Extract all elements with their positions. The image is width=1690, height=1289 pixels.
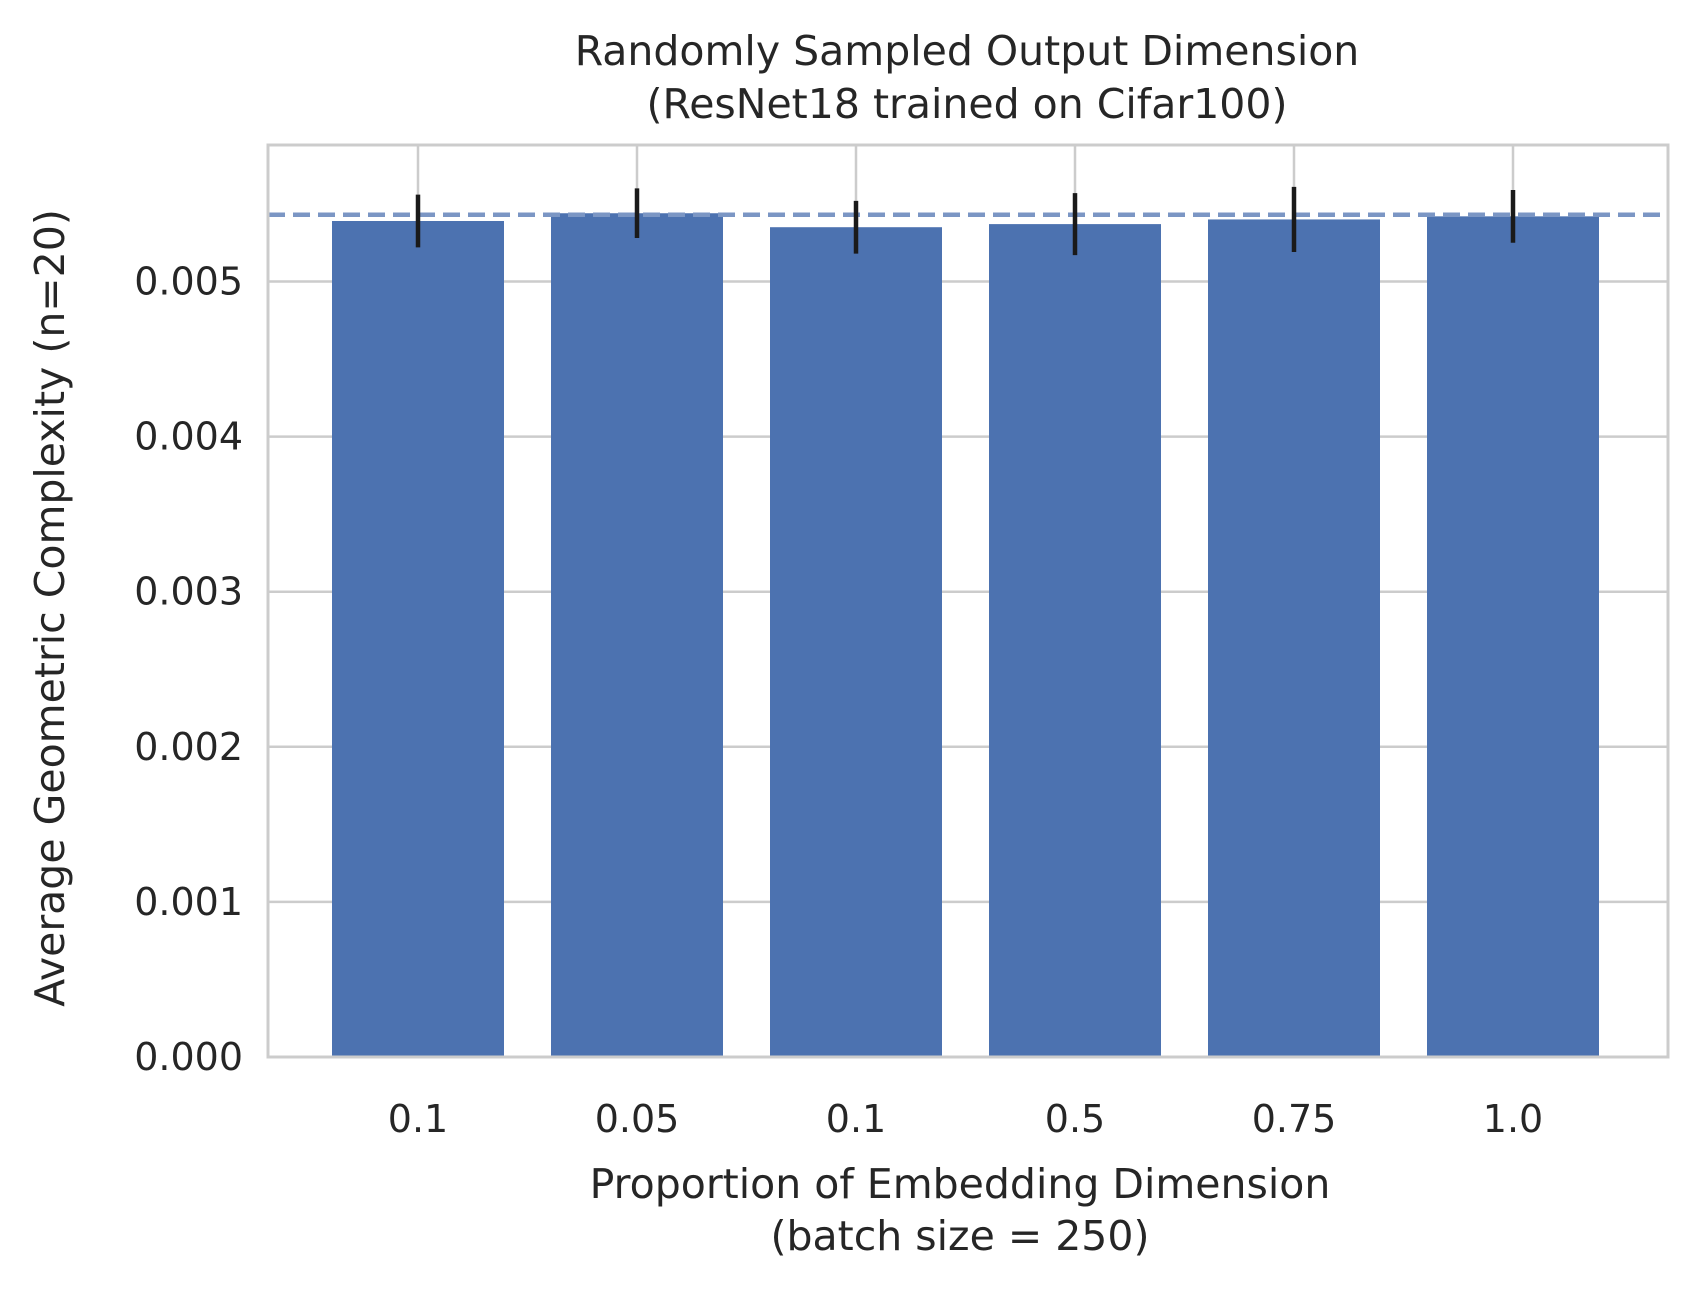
y-tick-label: 0.002 bbox=[134, 725, 243, 769]
x-axis-title-line-2: (batch size = 250) bbox=[771, 1212, 1150, 1260]
x-axis-title-line-1: Proportion of Embedding Dimension bbox=[590, 1160, 1331, 1208]
chart-title-line-1: Randomly Sampled Output Dimension bbox=[575, 27, 1360, 75]
y-tick-labels: 0.000 0.001 0.002 0.003 0.004 0.005 bbox=[134, 259, 243, 1079]
bar bbox=[1208, 219, 1380, 1057]
x-tick-labels: 0.1 0.05 0.1 0.5 0.75 1.0 bbox=[388, 1097, 1543, 1141]
y-tick-label: 0.004 bbox=[134, 415, 243, 459]
chart-title-line-2: (ResNet18 trained on Cifar100) bbox=[647, 80, 1288, 128]
x-tick-label: 1.0 bbox=[1483, 1097, 1543, 1141]
y-tick-label: 0.005 bbox=[134, 259, 243, 303]
bars-layer bbox=[332, 213, 1599, 1058]
y-tick-label: 0.001 bbox=[134, 880, 243, 924]
y-tick-label: 0.000 bbox=[134, 1035, 243, 1079]
x-tick-label: 0.1 bbox=[826, 1097, 886, 1141]
bar bbox=[551, 213, 723, 1058]
x-tick-label: 0.1 bbox=[388, 1097, 448, 1141]
y-axis-title: Average Geometric Complexity (n=20) bbox=[26, 209, 74, 1007]
bar bbox=[770, 227, 942, 1057]
error-bars-layer bbox=[415, 186, 1516, 256]
x-tick-label: 0.05 bbox=[595, 1097, 680, 1141]
y-tick-label: 0.003 bbox=[134, 570, 243, 614]
x-tick-label: 0.5 bbox=[1045, 1097, 1105, 1141]
bar bbox=[332, 221, 504, 1057]
bar bbox=[1427, 216, 1599, 1058]
x-tick-label: 0.75 bbox=[1252, 1097, 1337, 1141]
plot-frame bbox=[266, 143, 1670, 1059]
bar bbox=[989, 224, 1161, 1057]
